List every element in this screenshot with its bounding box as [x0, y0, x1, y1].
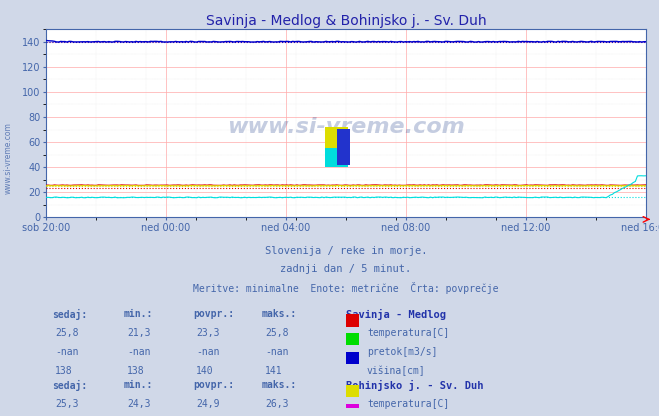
Text: min.:: min.: [124, 310, 154, 319]
Text: temperatura[C]: temperatura[C] [367, 328, 449, 338]
Text: Bohinjsko j. - Sv. Duh: Bohinjsko j. - Sv. Duh [346, 380, 484, 391]
Text: 21,3: 21,3 [127, 328, 151, 338]
Text: temperatura[C]: temperatura[C] [367, 399, 449, 409]
Text: 141: 141 [265, 366, 283, 376]
Text: www.si-vreme.com: www.si-vreme.com [3, 122, 13, 194]
Text: višina[cm]: višina[cm] [367, 366, 426, 376]
Bar [325, 148, 348, 167]
Text: 138: 138 [127, 366, 145, 376]
Text: Meritve: minimalne  Enote: metrične  Črta: povprečje: Meritve: minimalne Enote: metrične Črta:… [193, 282, 499, 294]
Bar [346, 404, 359, 416]
Text: 25,8: 25,8 [265, 328, 289, 338]
Bar [346, 314, 359, 327]
Text: Slovenija / reke in morje.: Slovenija / reke in morje. [265, 245, 427, 255]
Text: maks.:: maks.: [262, 310, 297, 319]
Text: povpr.:: povpr.: [193, 310, 234, 319]
Text: maks.:: maks.: [262, 380, 297, 390]
Text: 24,3: 24,3 [127, 399, 151, 409]
Text: -nan: -nan [55, 347, 78, 357]
Text: 24,9: 24,9 [196, 399, 219, 409]
Text: 25,8: 25,8 [55, 328, 78, 338]
Text: 25,3: 25,3 [55, 399, 78, 409]
Text: zadnji dan / 5 minut.: zadnji dan / 5 minut. [280, 264, 412, 274]
Text: povpr.:: povpr.: [193, 380, 234, 390]
Bar [346, 333, 359, 345]
Text: sedaj:: sedaj: [52, 310, 88, 320]
Text: pretok[m3/s]: pretok[m3/s] [367, 347, 438, 357]
Text: sedaj:: sedaj: [52, 380, 88, 391]
Text: 26,3: 26,3 [265, 399, 289, 409]
Bar [346, 385, 359, 397]
Text: -nan: -nan [127, 347, 151, 357]
Text: -nan: -nan [196, 347, 219, 357]
Text: Savinja - Medlog: Savinja - Medlog [346, 310, 446, 320]
Bar [346, 352, 359, 364]
Text: 23,3: 23,3 [196, 328, 219, 338]
Text: -nan: -nan [265, 347, 289, 357]
Text: 140: 140 [196, 366, 214, 376]
Bar [337, 129, 350, 165]
Title: Savinja - Medlog & Bohinjsko j. - Sv. Duh: Savinja - Medlog & Bohinjsko j. - Sv. Du… [206, 14, 486, 28]
Bar [325, 127, 348, 151]
Text: min.:: min.: [124, 380, 154, 390]
Text: 138: 138 [55, 366, 72, 376]
Text: www.si-vreme.com: www.si-vreme.com [227, 117, 465, 137]
